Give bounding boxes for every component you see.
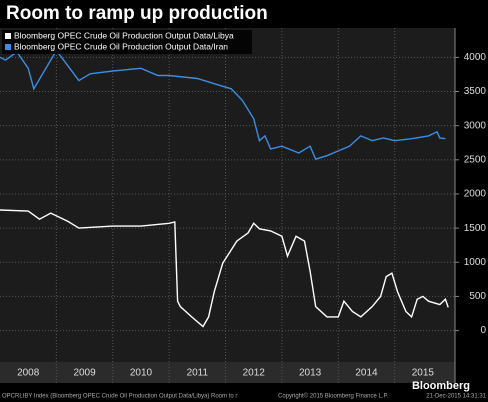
x-tick-label: 2010 bbox=[130, 368, 153, 379]
legend-swatch bbox=[5, 33, 11, 39]
x-axis-band bbox=[0, 362, 455, 383]
plot-area bbox=[0, 28, 455, 362]
x-tick-label: 2008 bbox=[17, 368, 40, 379]
series-line bbox=[0, 209, 449, 328]
y-tick-label: 2500 bbox=[464, 154, 487, 165]
x-tick-label: 2014 bbox=[355, 368, 378, 379]
legend-swatch bbox=[5, 44, 11, 50]
y-tick-label: 1000 bbox=[464, 257, 487, 268]
y-tick-label: 3500 bbox=[464, 86, 487, 97]
x-tick-label: 2012 bbox=[243, 368, 266, 379]
legend-box bbox=[2, 30, 252, 54]
y-tick-label: 0 bbox=[480, 325, 486, 336]
footer-right: 21-Dec-2015 14:31:31 bbox=[426, 394, 486, 400]
y-tick-label: 3000 bbox=[464, 120, 487, 131]
y-tick-label: 1500 bbox=[464, 223, 487, 234]
legend-label: Bloomberg OPEC Crude Oil Production Outp… bbox=[14, 30, 234, 40]
x-tick-label: 2011 bbox=[187, 368, 209, 379]
x-tick-label: 2013 bbox=[299, 368, 322, 379]
y-tick-label: 500 bbox=[469, 291, 486, 302]
footer-left: OPCRLIBY Index (Bloomberg OPEC Crude Oil… bbox=[2, 394, 237, 400]
x-tick-label: 2015 bbox=[412, 368, 435, 379]
x-tick-label: 2009 bbox=[73, 368, 96, 379]
brand: Bloomberg bbox=[412, 380, 470, 392]
chart-title: Room to ramp up production bbox=[6, 3, 268, 24]
y-tick-label: 4000 bbox=[464, 52, 487, 63]
y-tick-label: 2000 bbox=[464, 189, 487, 200]
footer-middle: Copyright© 2015 Bloomberg Finance L.P. bbox=[278, 393, 389, 400]
legend-label: Bloomberg OPEC Crude Oil Production Outp… bbox=[14, 41, 228, 51]
